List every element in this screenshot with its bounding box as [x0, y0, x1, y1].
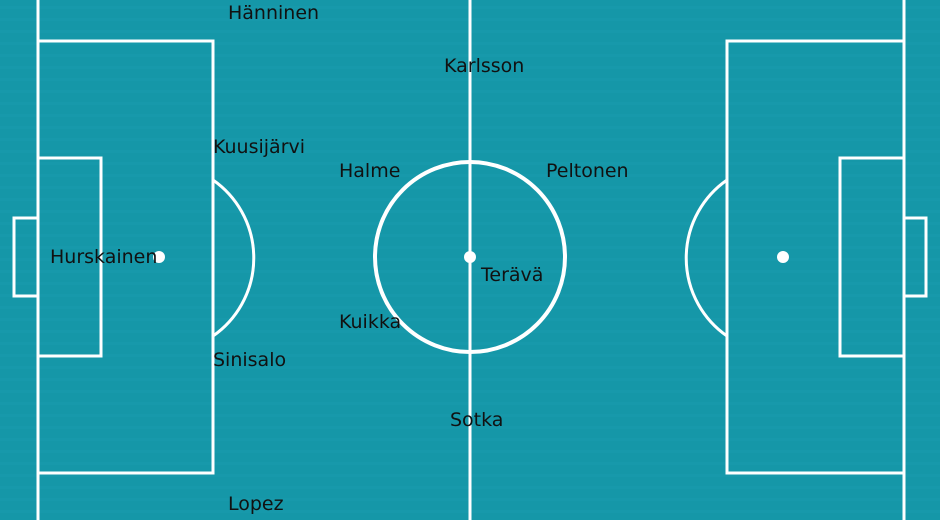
left-penalty-arc	[212, 178, 256, 338]
player-label-sinisalo: Sinisalo	[213, 349, 286, 371]
player-label-sotka: Sotka	[450, 409, 503, 431]
player-label-karlsson: Karlsson	[444, 55, 524, 77]
left-goal	[12, 216, 40, 298]
pitch-spots	[153, 251, 789, 263]
player-label-halme: Halme	[339, 160, 400, 182]
centre-circle	[373, 160, 567, 354]
player-labels: Hänninen Karlsson Kuusijärvi Halme Pelto…	[50, 2, 629, 515]
player-label-kuikka: Kuikka	[339, 311, 401, 333]
player-label-kuusijarvi: Kuusijärvi	[213, 136, 305, 158]
right-penalty-spot	[777, 251, 789, 263]
right-penalty-arc	[684, 178, 728, 338]
player-label-lopez: Lopez	[228, 493, 284, 515]
centre-spot	[464, 251, 476, 263]
player-label-hanninen: Hänninen	[228, 2, 319, 24]
pitch-markings	[12, 0, 928, 520]
player-label-hurskainen: Hurskainen	[50, 246, 157, 268]
player-label-terava: Terävä	[480, 264, 543, 286]
right-goal	[902, 216, 928, 298]
player-label-peltonen: Peltonen	[546, 160, 629, 182]
left-penalty-spot	[153, 251, 165, 263]
